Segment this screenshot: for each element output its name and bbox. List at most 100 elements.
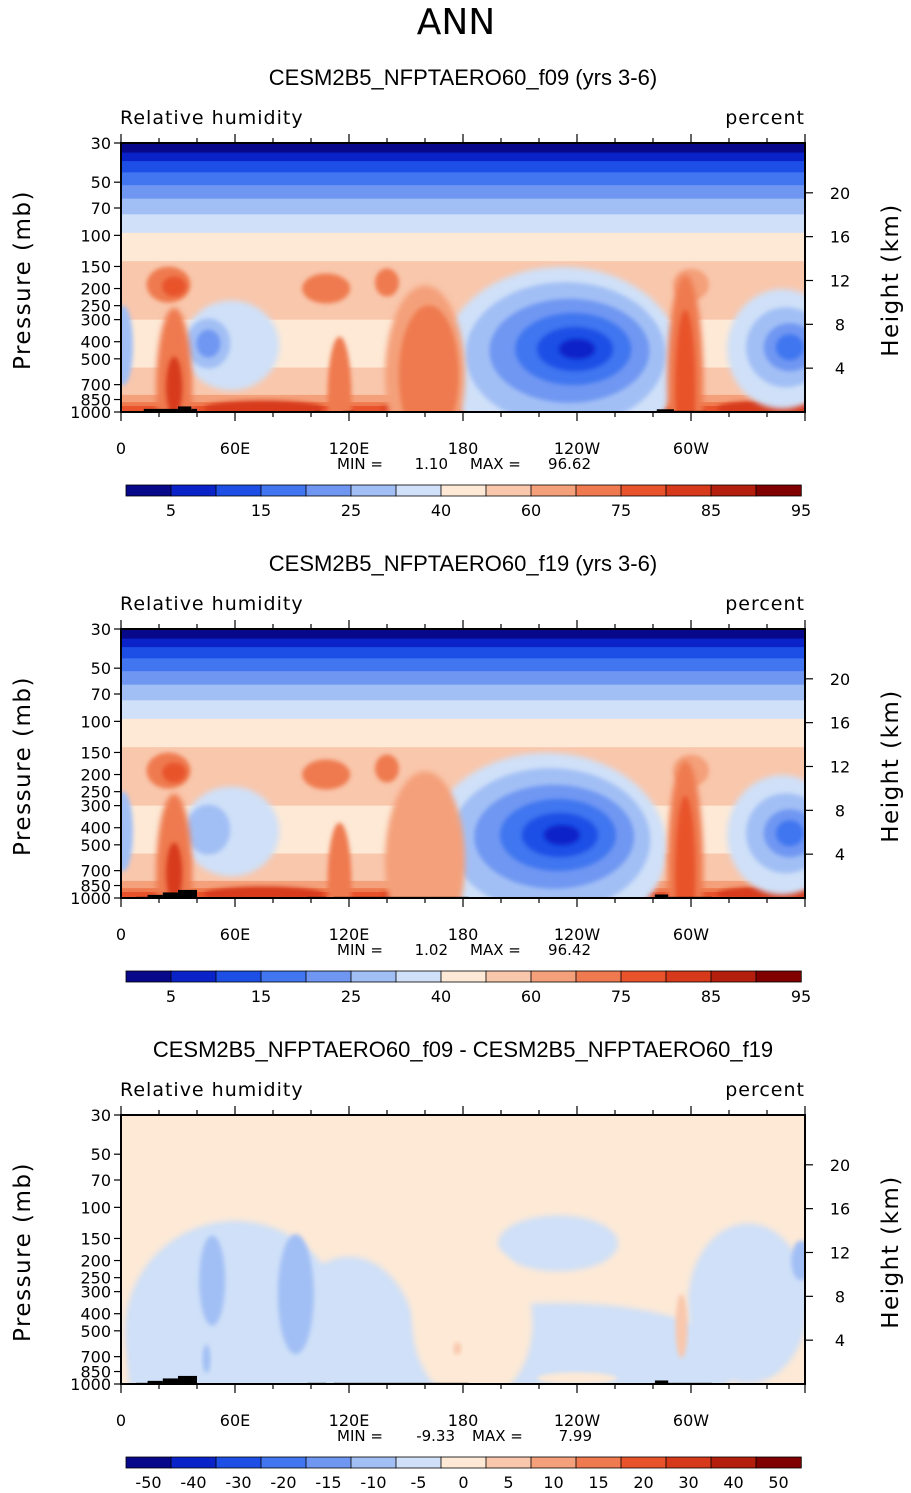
colorbar-swatch: [170, 484, 217, 497]
contour-fill: [121, 143, 805, 154]
lon-tick-label: 120W: [554, 925, 601, 944]
colorbar-swatch: [215, 1456, 262, 1469]
colorbar-label: -15: [315, 1473, 341, 1492]
max-label: MAX =: [470, 455, 521, 473]
longitude-axis: 0 60E 120E 180 120W 60W: [116, 1106, 806, 1430]
lon-tick-label: 180: [448, 439, 479, 458]
contour-fill: [498, 1215, 618, 1272]
height-tick-label: 8: [835, 1287, 845, 1306]
contour-fill: [791, 1240, 805, 1281]
colorbar-label: 5: [166, 501, 176, 520]
contour-fill: [121, 172, 805, 186]
colorbar-label: 10: [543, 1473, 563, 1492]
colorbar-swatch: [440, 1456, 487, 1469]
pressure-tick-label: 700: [80, 1348, 111, 1367]
colorbar-swatch: [125, 484, 172, 497]
colorbar-swatch: [395, 970, 442, 983]
pressure-tick-label: 300: [80, 1283, 111, 1302]
colorbar: 5 15 25 40 60 75 85 95: [125, 484, 811, 520]
height-axis: 20 16 12 8 4: [805, 1156, 850, 1350]
pressure-tick-label: 850: [80, 877, 111, 896]
contour-fill: [543, 825, 580, 846]
colorbar-swatch: [620, 1456, 667, 1469]
lon-tick-label: 120W: [554, 439, 601, 458]
colorbar-swatch: [395, 484, 442, 497]
lon-tick-label: 60E: [220, 925, 250, 944]
min-label: MIN =: [337, 941, 383, 959]
terrain-mask: [162, 1378, 178, 1384]
colorbar-label: -40: [180, 1473, 206, 1492]
max-value: 7.99: [559, 1427, 592, 1445]
colorbar-label: 95: [791, 501, 811, 520]
colorbar-swatch: [305, 1456, 352, 1469]
contour-fill: [121, 647, 805, 659]
pressure-tick-label: 850: [80, 391, 111, 410]
colorbar-label: -50: [135, 1473, 161, 1492]
pressure-tick-label: 150: [80, 1229, 111, 1248]
colorbar-label: 5: [166, 987, 176, 1006]
height-tick-label: 16: [830, 228, 850, 247]
colorbar-label: 40: [723, 1473, 743, 1492]
contour-fill: [398, 305, 459, 412]
longitude-axis: 0 60E 120E 180 120W 60W: [116, 134, 806, 458]
height-tick-label: 20: [830, 184, 850, 203]
terrain-mask: [656, 409, 674, 412]
contour-fill: [675, 1294, 688, 1359]
height-tick-label: 12: [830, 271, 850, 290]
colorbar-swatch: [485, 484, 532, 497]
min-value: 1.02: [415, 941, 448, 959]
pressure-tick-label: 50: [91, 659, 111, 678]
colorbar-swatch: [575, 1456, 622, 1469]
colorbar-label: 50: [768, 1473, 788, 1492]
colorbar-swatch: [350, 484, 397, 497]
height-tick-label: 20: [830, 670, 850, 689]
terrain-mask: [654, 894, 669, 898]
colorbar-swatch: [305, 970, 352, 983]
contour-fill: [121, 671, 805, 686]
pressure-tick-label: 400: [80, 333, 111, 352]
contour-fill: [277, 1234, 314, 1355]
height-tick-label: 16: [830, 1200, 850, 1219]
colorbar-swatch: [755, 1456, 802, 1469]
colorbar-swatch: [620, 970, 667, 983]
colorbar-label: 0: [458, 1473, 468, 1492]
colorbar-swatch: [260, 484, 307, 497]
contour-fill: [121, 161, 805, 173]
contour-fill: [196, 329, 221, 358]
pressure-tick-label: 100: [80, 1198, 111, 1217]
colorbar-label: 95: [791, 987, 811, 1006]
pressure-tick-label: 300: [80, 311, 111, 330]
pressure-tick-label: 70: [91, 1171, 111, 1190]
contour-fill: [302, 273, 351, 304]
pressure-tick-label: 50: [91, 1145, 111, 1164]
lon-tick-label: 60E: [220, 1411, 250, 1430]
colorbar-label: 40: [431, 987, 451, 1006]
terrain-mask: [162, 892, 178, 898]
contour-fill: [121, 185, 805, 200]
variable-label: Relative humidity: [120, 1079, 304, 1101]
colorbar-label: 15: [251, 501, 271, 520]
pressure-tick-label: 1000: [70, 1375, 111, 1394]
max-value: 96.62: [548, 455, 591, 473]
terrain-mask: [147, 894, 163, 898]
contour-fill: [166, 356, 183, 412]
colorbar-swatch: [665, 1456, 712, 1469]
colorbar-swatch: [710, 1456, 757, 1469]
lon-tick-label: 120W: [554, 1411, 601, 1430]
lon-tick-label: 120E: [329, 1411, 370, 1430]
colorbar-label: 5: [503, 1473, 513, 1492]
pressure-axis-title: Pressure (mb): [10, 190, 36, 370]
lon-tick-label: 0: [116, 925, 126, 944]
contour-fill: [121, 214, 805, 233]
terrain-mask: [143, 408, 178, 412]
pressure-tick-label: 200: [80, 1252, 111, 1271]
colorbar-swatch: [350, 970, 397, 983]
contour-fill: [199, 1235, 226, 1326]
contour-fill: [327, 822, 352, 898]
colorbar-label: -30: [225, 1473, 251, 1492]
height-tick-label: 4: [835, 359, 845, 378]
colorbar-swatch: [665, 484, 712, 497]
pressure-tick-label: 30: [91, 620, 111, 639]
colorbar-swatch: [755, 484, 802, 497]
